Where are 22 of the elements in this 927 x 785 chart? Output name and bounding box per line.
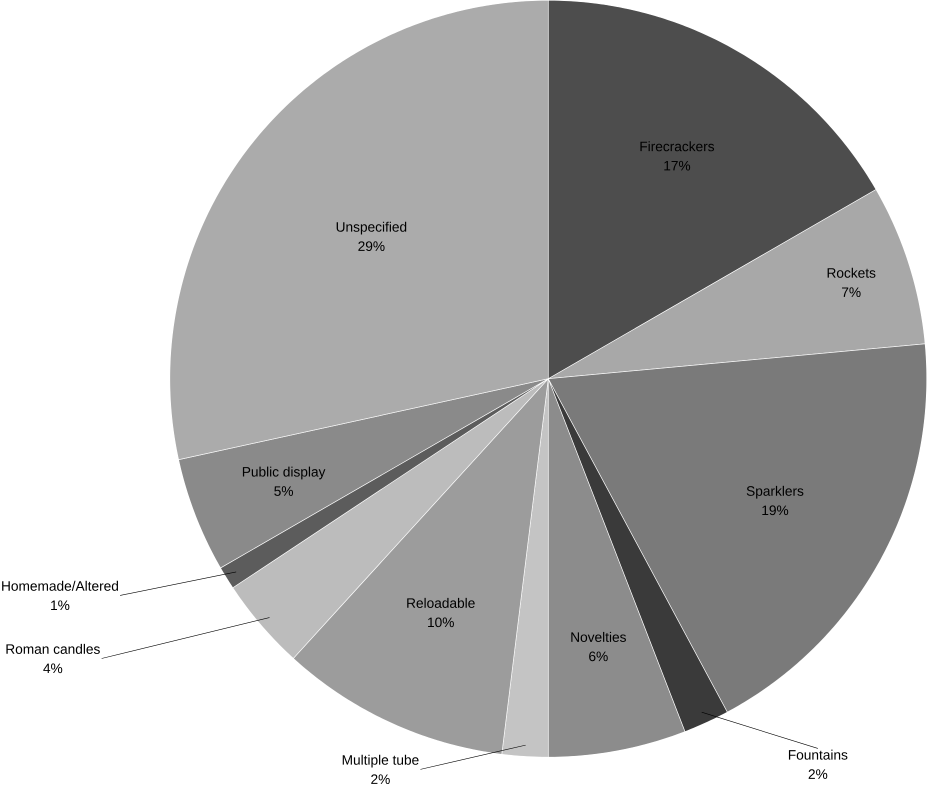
data-label: 19% <box>762 505 788 516</box>
data-label: 2% <box>371 774 390 784</box>
data-label: 2% <box>808 769 828 779</box>
data-label: 4% <box>43 664 62 674</box>
slice-label: Homemade/Altered <box>2 580 118 591</box>
slice-label: Reloadable <box>407 598 475 608</box>
data-label: 10% <box>428 617 454 628</box>
slice-label: Public display <box>242 466 326 480</box>
slice-label: Sparklers <box>746 486 804 499</box>
slice-label: Unspecified <box>336 222 406 234</box>
slice-label: Rockets <box>828 268 876 278</box>
data-label: 5% <box>274 486 294 496</box>
data-label: 17% <box>664 160 690 170</box>
slice-label: Roman candles <box>6 644 100 654</box>
data-label: 29% <box>358 241 385 252</box>
slice-label: Fountains <box>788 750 848 760</box>
slice-label: Novelties <box>571 632 626 642</box>
data-label: 7% <box>842 287 861 297</box>
slice-label: Multiple tube <box>342 754 419 768</box>
data-label: 6% <box>589 652 608 662</box>
data-label: 1% <box>51 600 70 610</box>
slice-label: Firecrackers <box>640 141 714 152</box>
